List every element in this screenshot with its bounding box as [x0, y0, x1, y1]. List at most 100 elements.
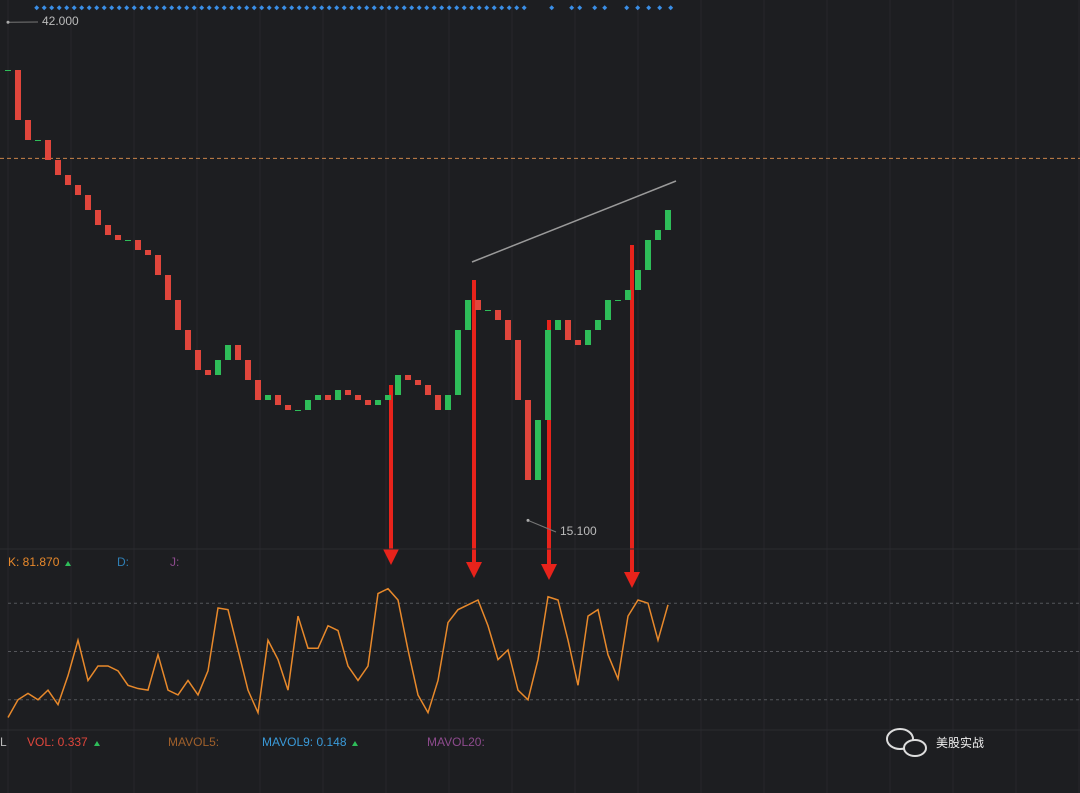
candle	[615, 300, 621, 301]
vol-prefix: L	[0, 735, 7, 749]
dot	[569, 5, 575, 11]
dot	[635, 5, 641, 11]
candle	[465, 300, 471, 330]
candle	[405, 375, 411, 380]
candle	[635, 270, 641, 290]
candle	[165, 275, 171, 300]
up-arrow	[94, 741, 100, 746]
candle	[85, 195, 91, 210]
candle	[125, 240, 131, 241]
extreme-point	[6, 20, 10, 24]
k-line	[7, 587, 669, 718]
candle	[535, 420, 541, 480]
candle	[225, 345, 231, 360]
candle	[655, 230, 661, 240]
candle	[665, 210, 671, 230]
arrow-head	[383, 549, 399, 565]
candle	[385, 395, 391, 400]
candle	[445, 395, 451, 410]
candle	[5, 70, 11, 71]
candle	[15, 70, 21, 120]
candle	[375, 400, 381, 405]
arrow-head	[466, 562, 482, 578]
arrows	[383, 245, 640, 588]
candle	[415, 380, 421, 385]
candle	[525, 400, 531, 480]
up-arrow	[352, 741, 358, 746]
candle	[285, 405, 291, 410]
candle	[435, 395, 441, 410]
candle	[355, 395, 361, 400]
vertical-grid	[7, 0, 1080, 793]
dot	[549, 5, 555, 11]
candle	[175, 300, 181, 330]
extreme-label: 15.100	[560, 524, 597, 538]
mavol9-label: MAVOL9: 0.148	[262, 735, 347, 749]
dot	[624, 5, 630, 11]
extreme-label: 42.000	[42, 14, 79, 28]
up-arrow	[65, 561, 71, 566]
arrow-head	[541, 564, 557, 580]
arrow-head	[624, 572, 640, 588]
candle	[585, 330, 591, 345]
candle	[295, 410, 301, 411]
candle	[35, 140, 41, 141]
candle	[335, 390, 341, 400]
candle	[645, 240, 651, 270]
candle	[305, 400, 311, 410]
vol-label: VOL: 0.337	[27, 735, 88, 749]
candle	[215, 360, 221, 375]
candle	[605, 300, 611, 320]
candle	[475, 300, 481, 310]
dot	[646, 5, 652, 11]
candle	[245, 360, 251, 380]
candle	[425, 385, 431, 395]
candle	[195, 350, 201, 370]
candle	[325, 395, 331, 400]
candle	[555, 320, 561, 330]
extreme-point	[526, 518, 530, 522]
k-label: K: 81.870	[8, 555, 60, 569]
dot	[577, 5, 583, 11]
candle	[75, 185, 81, 195]
candle	[395, 375, 401, 395]
candle	[55, 160, 61, 175]
candle	[105, 225, 111, 235]
dot	[521, 5, 527, 11]
extreme-leader	[527, 519, 557, 533]
candle	[625, 290, 631, 300]
dot	[668, 5, 674, 11]
candle	[155, 255, 161, 275]
watermark: 美股实战	[936, 735, 984, 750]
candle	[205, 370, 211, 375]
dot	[514, 5, 520, 11]
candle	[595, 320, 601, 330]
watermark-icon	[886, 728, 927, 757]
dot	[592, 5, 598, 11]
candle	[565, 320, 571, 340]
candle	[265, 395, 271, 400]
candle	[575, 340, 581, 345]
candle	[545, 330, 551, 420]
candle	[65, 175, 71, 185]
candle	[485, 310, 491, 311]
candle	[115, 235, 121, 240]
mavol5-label: MAVOL5:	[168, 735, 219, 749]
candle	[25, 120, 31, 140]
candle	[345, 390, 351, 395]
d-label: D:	[117, 555, 129, 569]
candle	[315, 395, 321, 400]
candle	[135, 240, 141, 250]
candle	[365, 400, 371, 405]
mavol20-label: MAVOL20:	[427, 735, 485, 749]
candle	[185, 330, 191, 350]
candle	[45, 140, 51, 160]
candle	[235, 345, 241, 360]
candle	[145, 250, 151, 255]
trend-line	[471, 180, 677, 263]
j-label: J:	[170, 555, 179, 569]
candle	[95, 210, 101, 225]
dot	[602, 5, 608, 11]
